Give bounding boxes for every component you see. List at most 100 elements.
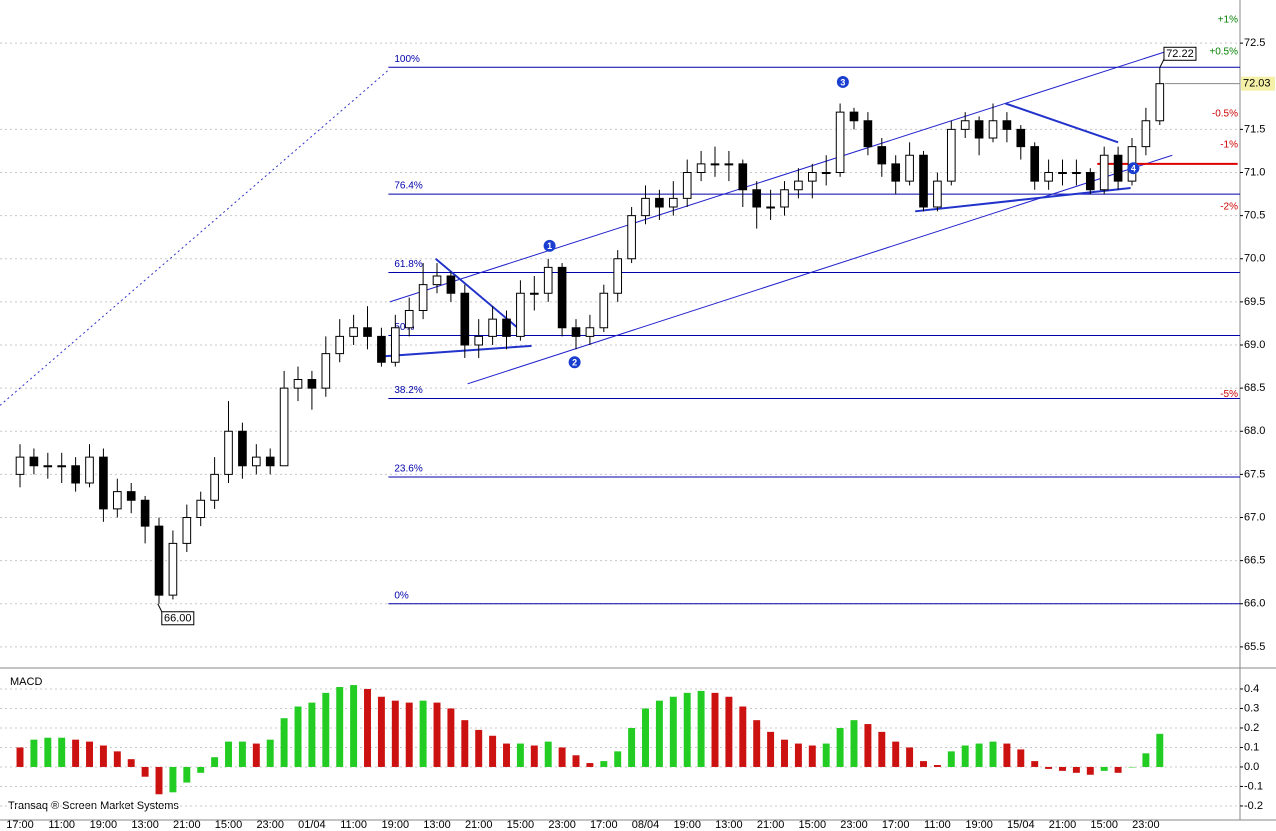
macd-bar <box>211 757 219 767</box>
candle-body <box>543 266 553 294</box>
candle-body <box>835 111 845 174</box>
x-tick-label: 19:00 <box>965 819 993 831</box>
candle-body <box>43 465 53 468</box>
y-tick-label: 67.5 <box>1244 468 1265 480</box>
candle-body <box>960 120 970 130</box>
candle-body <box>418 284 428 312</box>
candle-body <box>724 163 734 166</box>
macd-bar <box>878 731 886 767</box>
x-tick-label: 15:00 <box>1090 819 1118 831</box>
macd-bar <box>419 700 427 767</box>
candle-body <box>599 292 609 329</box>
macd-bar <box>989 741 997 767</box>
percent-marker: -2% <box>1220 202 1238 213</box>
macd-bar <box>433 702 441 767</box>
macd-bar <box>1031 761 1039 767</box>
wave-label: 2 <box>572 358 577 368</box>
macd-bar <box>169 766 177 793</box>
macd-bar <box>489 735 497 767</box>
macd-bar <box>336 687 344 767</box>
last-price-box <box>1241 76 1275 91</box>
x-tick-label: 15:00 <box>799 819 827 831</box>
x-tick-label: 23:00 <box>548 819 576 831</box>
candle-body <box>474 335 484 346</box>
candle-body <box>1044 172 1053 182</box>
x-tick-label: 17:00 <box>882 819 910 831</box>
x-tick-label: 19:00 <box>382 819 410 831</box>
y-tick-label: 71.5 <box>1244 123 1265 135</box>
macd-bar <box>16 747 24 767</box>
candle-body <box>752 189 762 208</box>
x-tick-label: 08/04 <box>632 819 660 831</box>
candle-body <box>780 189 789 208</box>
macd-bar <box>86 741 93 767</box>
macd-bar <box>767 731 775 767</box>
y-tick-label: -0.2 <box>1244 800 1263 812</box>
y-tick-label: 65.5 <box>1244 641 1265 653</box>
macd-bar <box>308 702 316 767</box>
macd-bar <box>1128 766 1136 768</box>
candle-body <box>696 163 706 174</box>
candle-body <box>279 387 289 467</box>
macd-bar <box>669 696 677 767</box>
candle-body <box>1085 172 1095 191</box>
x-tick-label: 13:00 <box>131 819 159 831</box>
candle-body <box>210 473 219 501</box>
macd-bar <box>475 729 483 767</box>
macd-bar <box>642 708 649 767</box>
percent-marker: +0.5% <box>1209 46 1238 57</box>
x-tick-label: 01/04 <box>298 819 326 831</box>
candle-body <box>516 292 525 337</box>
y-tick-label: 66.0 <box>1244 598 1265 610</box>
candle-body <box>682 172 692 199</box>
macd-bar <box>1086 766 1094 775</box>
x-tick-label: 23:00 <box>840 819 868 831</box>
candle-body <box>488 318 497 337</box>
wave-marker <box>568 356 581 369</box>
candle-body <box>821 172 831 175</box>
macd-bar <box>683 692 691 767</box>
candle-body <box>738 163 748 191</box>
candle-body <box>794 180 803 191</box>
x-tick-label: 17:00 <box>6 819 34 831</box>
trend-line <box>389 51 1166 303</box>
candle-body <box>377 335 386 363</box>
macd-bar <box>864 724 872 767</box>
macd-bar <box>225 741 232 767</box>
macd-bar <box>72 739 80 767</box>
macd-bar <box>391 700 399 767</box>
price-tag: 72.22 <box>1166 48 1194 60</box>
y-tick-label: 69.5 <box>1244 296 1265 308</box>
y-tick-label: 70.0 <box>1244 253 1265 265</box>
macd-bar <box>614 751 622 767</box>
candle-body <box>168 542 178 596</box>
x-tick-label: 11:00 <box>48 819 75 831</box>
x-tick-label: 17:00 <box>590 819 618 831</box>
macd-bar <box>183 766 191 783</box>
trend-line <box>0 68 391 406</box>
candle-body <box>1155 83 1165 122</box>
candle-body <box>140 499 150 527</box>
candle-body <box>1002 120 1012 130</box>
candle-body <box>627 215 636 260</box>
candle-body <box>529 292 539 295</box>
candle-body <box>293 379 303 389</box>
fib-label: 38.2% <box>394 385 422 396</box>
candle-body <box>154 525 164 596</box>
macd-bar <box>794 743 802 767</box>
candle-body <box>641 197 650 217</box>
macd-bar <box>975 743 983 767</box>
macd-bar <box>1156 733 1164 767</box>
candle-body <box>126 491 136 501</box>
macd-bar <box>58 737 66 767</box>
macd-bar <box>30 739 38 767</box>
candle-body <box>29 456 39 467</box>
candle-body <box>196 499 206 519</box>
macd-bar <box>892 741 900 767</box>
macd-bar <box>516 743 524 767</box>
macd-bar <box>920 761 927 767</box>
candle-body <box>933 180 942 208</box>
x-tick-label: 11:00 <box>924 819 951 831</box>
candle-body <box>1030 146 1040 182</box>
macd-bar <box>280 718 288 767</box>
